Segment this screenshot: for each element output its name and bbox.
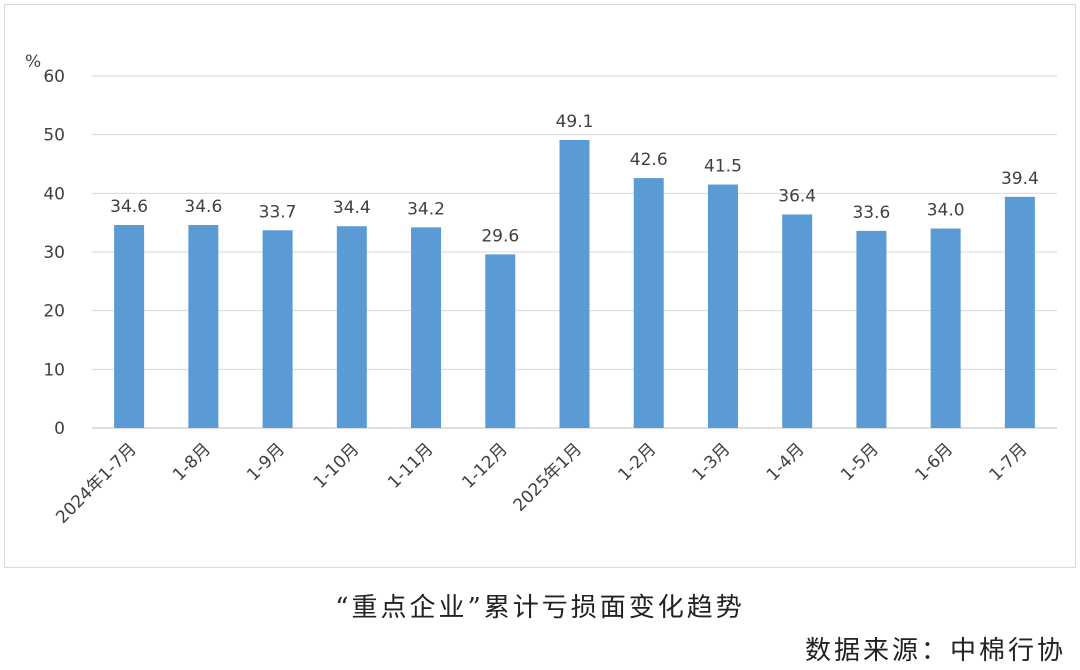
data-label: 39.4 — [1001, 169, 1039, 189]
x-tick-label: 1-12月 — [458, 439, 511, 492]
data-label: 34.2 — [407, 199, 445, 219]
data-label: 42.6 — [630, 150, 668, 170]
data-label: 49.1 — [556, 112, 594, 132]
y-tick-label: 30 — [43, 243, 65, 263]
y-tick-label: 50 — [43, 126, 65, 146]
x-tick-label: 1-5月 — [837, 439, 883, 485]
x-tick-label: 2024年1-7月 — [52, 439, 140, 527]
x-tick-label: 1-2月 — [614, 439, 660, 485]
y-axis-unit-label: % — [25, 52, 41, 72]
x-tick-label: 1-6月 — [911, 439, 957, 485]
data-label: 29.6 — [481, 226, 519, 246]
x-tick-label: 1-9月 — [243, 439, 289, 485]
bar — [188, 225, 219, 428]
x-tick-label: 2025年1月 — [510, 439, 586, 515]
bar — [485, 254, 516, 428]
data-label: 41.5 — [704, 157, 742, 177]
bar — [930, 228, 961, 428]
data-labels: 34.6 34.6 33.7 34.4 34.2 29.6 49.1 42.6 41.5 36.4… — [110, 112, 1039, 246]
chart-frame: % 0 10 20 30 40 50 60 34.6 34.6 33.7 34.4 34.2 29.6… — [4, 4, 1076, 568]
y-tick-label: 0 — [54, 419, 65, 439]
data-label: 34.0 — [927, 201, 965, 221]
bar — [114, 225, 145, 428]
y-tick-label: 40 — [43, 184, 65, 204]
chart-caption: “重点企业”累计亏损面变化趋势 — [335, 593, 745, 623]
data-label: 34.6 — [184, 197, 222, 217]
y-tick-label: 10 — [43, 360, 65, 380]
bars — [114, 139, 1035, 429]
bar-chart: % 0 10 20 30 40 50 60 34.6 34.6 33.7 34.4 34.2 29.6… — [25, 52, 1057, 528]
bar — [411, 227, 442, 428]
data-label: 36.4 — [778, 186, 816, 206]
bar — [262, 230, 293, 428]
data-source-note: 数据来源：中棉行协 — [804, 636, 1066, 666]
x-tick-label: 1-8月 — [169, 439, 215, 485]
x-tick-label: 1-3月 — [689, 439, 735, 485]
x-tick-label: 1-7月 — [986, 439, 1032, 485]
x-tick-label: 1-10月 — [310, 439, 363, 492]
data-label: 34.6 — [110, 197, 148, 217]
bar — [856, 230, 887, 428]
bar — [633, 178, 664, 428]
data-label: 33.6 — [852, 203, 890, 223]
bar — [559, 139, 590, 429]
bar — [782, 214, 813, 428]
data-label: 33.7 — [259, 202, 297, 222]
y-tick-label: 20 — [43, 302, 65, 322]
bar — [1004, 196, 1035, 428]
y-axis-ticks: 0 10 20 30 40 50 60 — [43, 67, 65, 439]
y-tick-label: 60 — [43, 67, 65, 87]
x-tick-label: 1-11月 — [384, 439, 437, 492]
x-tick-label: 1-4月 — [763, 439, 809, 485]
data-label: 34.4 — [333, 198, 371, 218]
bar — [707, 184, 738, 428]
bar — [336, 226, 367, 428]
